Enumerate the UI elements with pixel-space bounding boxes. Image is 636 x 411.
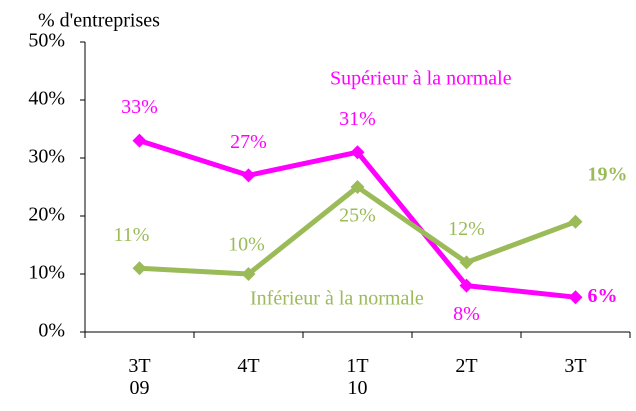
data-label: 11% [114, 224, 150, 246]
y-tick-label: 20% [28, 204, 65, 226]
data-label: 27% [230, 131, 267, 153]
series-name: Supérieur à la normale [330, 68, 512, 90]
marker [241, 168, 256, 183]
x-tick-label: 1T 10 [346, 355, 369, 399]
x-tick-label: 4T [237, 355, 260, 377]
data-label: 25% [339, 205, 376, 227]
marker [459, 278, 474, 293]
series-line [139, 184, 577, 277]
marker [132, 261, 147, 276]
data-label: 33% [121, 96, 158, 118]
data-label: 10% [228, 234, 265, 256]
marker [568, 214, 583, 229]
marker [350, 145, 365, 160]
x-tick-label: 3T [564, 355, 587, 377]
y-tick-label: 10% [28, 262, 65, 284]
marker [568, 290, 583, 305]
data-label: 6% [588, 285, 618, 307]
data-label: 8% [453, 303, 480, 325]
y-tick-label: 30% [28, 146, 65, 168]
y-tick-label: 0% [38, 320, 65, 342]
x-tick-label: 3T 09 [128, 355, 151, 399]
y-tick-label: 40% [28, 88, 65, 110]
data-label: 12% [448, 218, 485, 240]
marker [459, 255, 474, 270]
y-tick-label: 50% [28, 30, 65, 52]
y-axis-label: % d'entreprises [38, 10, 160, 32]
x-tick-label: 2T [455, 355, 478, 377]
data-label: 31% [339, 108, 376, 130]
data-label: 19% [588, 163, 628, 185]
marker [241, 267, 256, 281]
marker [132, 133, 147, 148]
marker [350, 180, 365, 194]
series-name: Inférieur à la normale [250, 288, 424, 310]
